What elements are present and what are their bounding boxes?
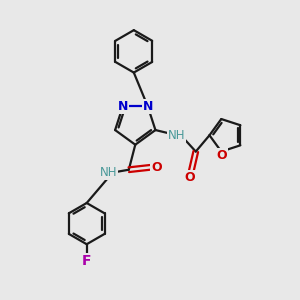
Text: N: N: [118, 100, 128, 113]
Text: NH: NH: [100, 166, 118, 179]
Text: O: O: [184, 171, 195, 184]
Text: O: O: [151, 161, 162, 174]
Text: N: N: [142, 100, 153, 113]
Text: F: F: [82, 254, 92, 268]
Text: O: O: [217, 149, 227, 162]
Text: NH: NH: [168, 129, 185, 142]
